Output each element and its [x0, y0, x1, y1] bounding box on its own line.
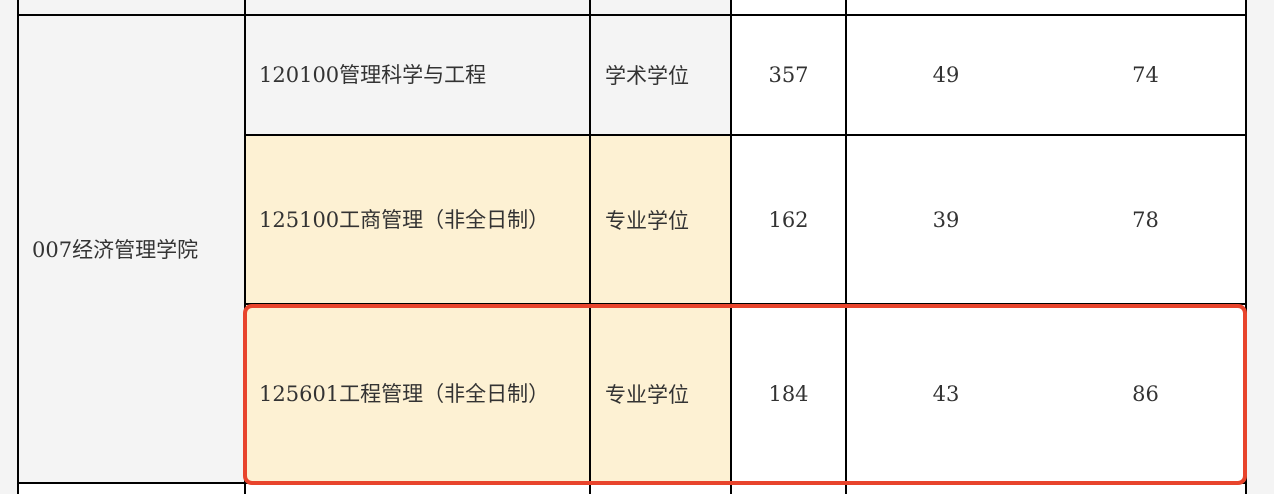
grid-line: [17, 14, 1247, 16]
value-cell: 86: [1046, 304, 1245, 483]
grid-line: [1245, 0, 1247, 494]
previous-row-values: [731, 0, 1245, 15]
value-cell: 49: [846, 15, 1046, 135]
grid-line: [589, 0, 591, 494]
major-cell: 120100管理科学与工程: [245, 15, 590, 135]
department-cell: 007经济管理学院: [18, 15, 245, 483]
value-cell: 162: [731, 135, 846, 304]
degree-type-cell: 专业学位: [590, 135, 731, 304]
value-cell: 78: [1046, 135, 1245, 304]
next-row: [18, 484, 1245, 494]
grid-line: [845, 0, 847, 494]
major-cell: 125100工商管理（非全日制）: [245, 135, 590, 304]
value-cell: 43: [846, 304, 1046, 483]
degree-type-cell: 专业学位: [590, 304, 731, 483]
grid-line: [730, 0, 732, 494]
grid-line: [17, 0, 19, 494]
value-cell: 74: [1046, 15, 1245, 135]
major-cell: 125601工程管理（非全日制）: [245, 304, 590, 483]
value-cell: 184: [731, 304, 846, 483]
value-cell: 357: [731, 15, 846, 135]
highlight-box: [243, 304, 1247, 485]
value-cell: 39: [846, 135, 1046, 304]
grid-line: [244, 0, 246, 494]
grid-line: [244, 134, 1247, 136]
degree-type-cell: 学术学位: [590, 15, 731, 135]
